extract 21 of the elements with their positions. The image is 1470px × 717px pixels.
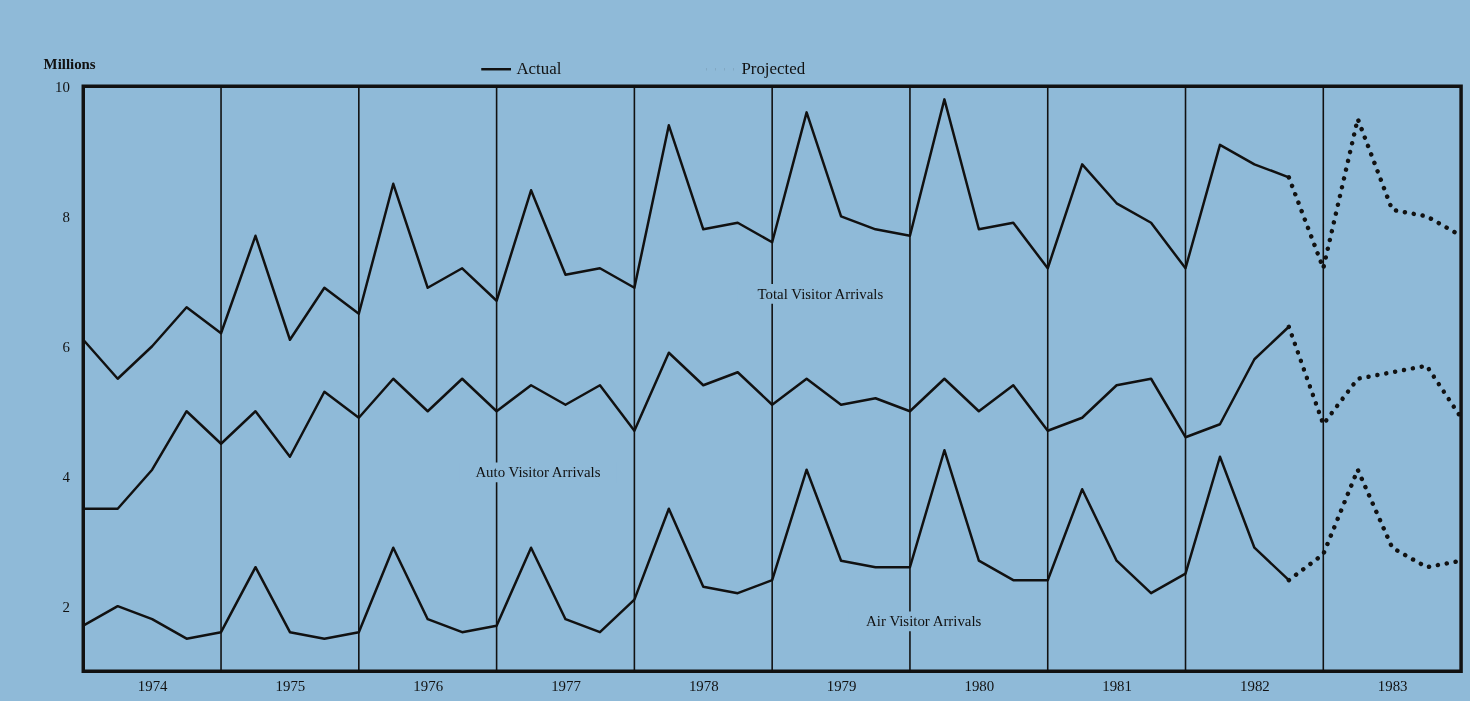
y-tick-label: 6 [62, 338, 70, 355]
annotation: Air Visitor Arrivals [866, 613, 982, 630]
annotation: Total Visitor Arrivals [757, 285, 884, 302]
x-tick-label: 1983 [1377, 678, 1408, 695]
y-tick-label: 10 [55, 78, 70, 95]
x-tick-label: 1982 [1240, 678, 1270, 695]
annotation: Auto Visitor Arrivals [475, 464, 601, 481]
x-tick-label: 1979 [826, 678, 857, 695]
y-tick-label: 4 [62, 468, 71, 485]
x-tick-label: 1976 [413, 678, 444, 695]
legend-label: Actual [516, 59, 562, 79]
legend-label: Projected [741, 59, 806, 79]
x-tick-label: 1981 [1102, 678, 1132, 695]
x-tick-label: 1975 [275, 678, 306, 695]
x-tick-label: 1977 [551, 678, 581, 695]
y-tick-label: 2 [62, 598, 70, 615]
x-tick-label: 1974 [137, 678, 169, 695]
x-tick-label: 1980 [964, 678, 995, 695]
y-tick-label: 8 [62, 208, 70, 225]
x-tick-label: 1978 [688, 678, 719, 695]
y-axis-title: Millions [43, 56, 96, 73]
